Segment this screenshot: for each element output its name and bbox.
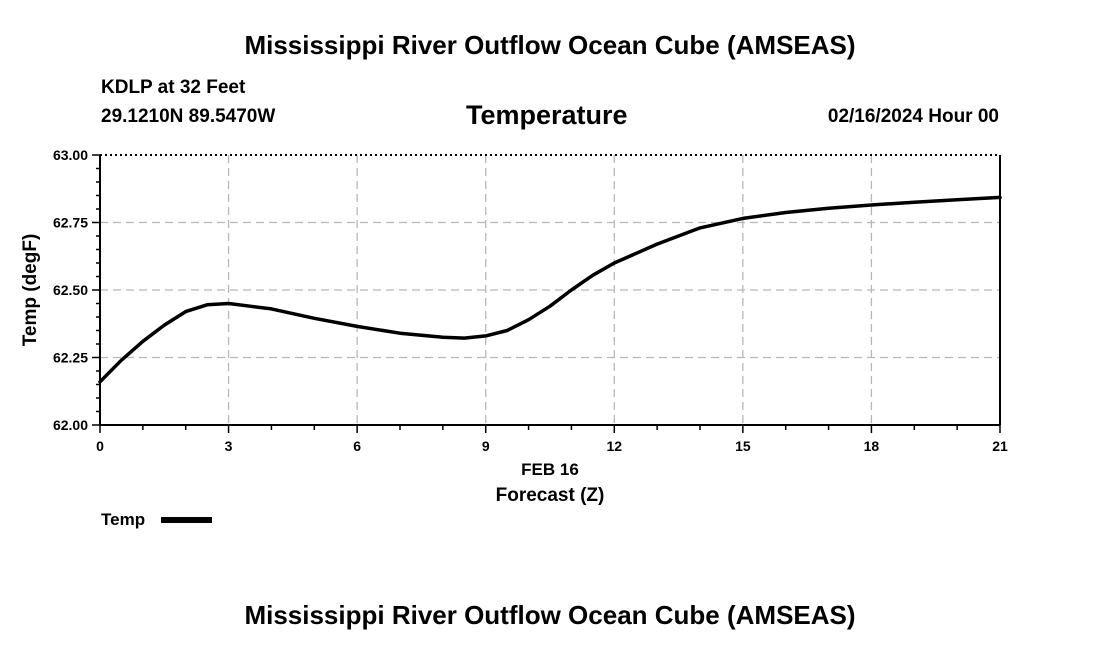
axis-ticks (92, 154, 1001, 433)
x-tick-label: 18 (864, 438, 880, 454)
station-label: KDLP at 32 Feet (101, 77, 246, 98)
y-tick-label: 63.00 (53, 147, 88, 163)
y-tick-label: 62.75 (53, 215, 88, 231)
y-tick-label: 62.50 (53, 282, 88, 298)
forecast-datetime: 02/16/2024 Hour 00 (827, 106, 999, 127)
x-tick-label: 21 (992, 438, 1008, 454)
legend-label: Temp (101, 510, 146, 529)
temp-series-line (98, 195, 1002, 384)
grid-lines (100, 155, 1000, 425)
variable-title: Temperature (466, 100, 628, 130)
x-tick-label: 3 (225, 438, 233, 454)
y-tick-label: 62.25 (53, 350, 88, 366)
x-tick-label: 15 (735, 438, 751, 454)
station-coordinates: 29.1210N 89.5470W (101, 106, 276, 127)
x-tick-label: 12 (606, 438, 622, 454)
chart-title-top: Mississippi River Outflow Ocean Cube (AM… (244, 30, 856, 60)
x-tick-label: 9 (482, 438, 490, 454)
x-axis-date-label: FEB 16 (521, 460, 579, 479)
x-tick-label: 6 (353, 438, 361, 454)
x-tick-label: 0 (96, 438, 104, 454)
x-axis-title: Forecast (Z) (496, 485, 605, 506)
legend-line-swatch (161, 517, 212, 523)
y-axis-title: Temp (degF) (20, 234, 41, 347)
axis-labels: 0 3 6 9 12 15 18 21 62.00 62.25 62.50 62.75 63.00 FEB… (20, 147, 1008, 506)
chart-title-bottom: Mississippi River Outflow Ocean Cube (AM… (244, 600, 856, 630)
y-tick-label: 62.00 (53, 417, 88, 433)
